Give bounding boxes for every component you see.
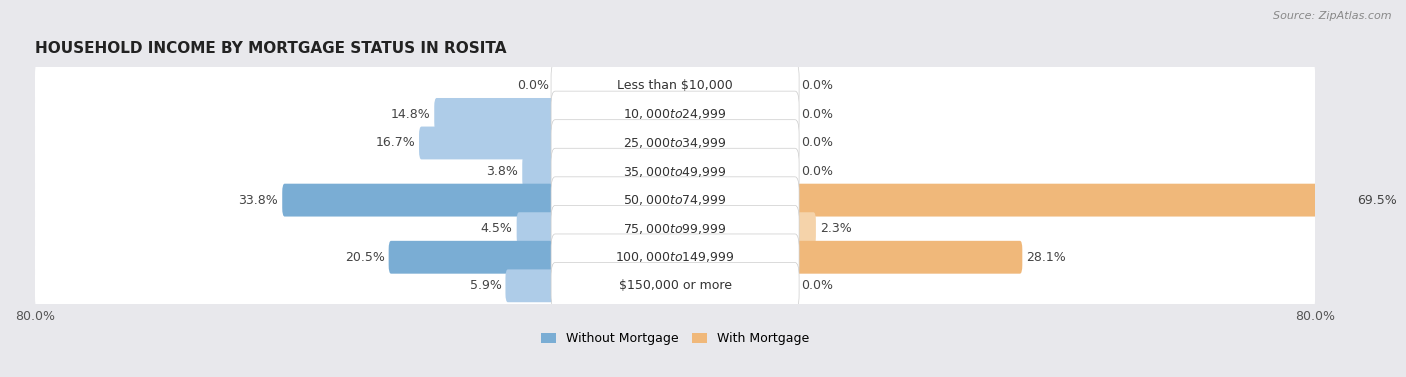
Text: 0.0%: 0.0%	[801, 165, 834, 178]
FancyBboxPatch shape	[793, 184, 1354, 216]
FancyBboxPatch shape	[35, 146, 1315, 197]
Text: 33.8%: 33.8%	[239, 194, 278, 207]
Legend: Without Mortgage, With Mortgage: Without Mortgage, With Mortgage	[537, 327, 814, 350]
FancyBboxPatch shape	[35, 175, 1315, 225]
FancyBboxPatch shape	[793, 212, 815, 245]
Text: 3.8%: 3.8%	[486, 165, 519, 178]
FancyBboxPatch shape	[551, 262, 799, 309]
FancyBboxPatch shape	[516, 212, 557, 245]
Text: 28.1%: 28.1%	[1026, 251, 1066, 264]
Text: 20.5%: 20.5%	[344, 251, 385, 264]
Text: 0.0%: 0.0%	[801, 279, 834, 292]
Text: 0.0%: 0.0%	[801, 136, 834, 150]
FancyBboxPatch shape	[793, 241, 1022, 274]
Text: $50,000 to $74,999: $50,000 to $74,999	[623, 193, 727, 207]
FancyBboxPatch shape	[522, 155, 557, 188]
FancyBboxPatch shape	[551, 91, 799, 138]
FancyBboxPatch shape	[35, 232, 1315, 283]
FancyBboxPatch shape	[419, 127, 557, 159]
FancyBboxPatch shape	[283, 184, 557, 216]
Text: $75,000 to $99,999: $75,000 to $99,999	[623, 222, 727, 236]
Text: 69.5%: 69.5%	[1358, 194, 1398, 207]
Text: $10,000 to $24,999: $10,000 to $24,999	[623, 107, 727, 121]
FancyBboxPatch shape	[551, 148, 799, 195]
Text: 4.5%: 4.5%	[481, 222, 513, 235]
Text: $150,000 or more: $150,000 or more	[619, 279, 731, 292]
Text: HOUSEHOLD INCOME BY MORTGAGE STATUS IN ROSITA: HOUSEHOLD INCOME BY MORTGAGE STATUS IN R…	[35, 41, 506, 57]
Text: 0.0%: 0.0%	[801, 108, 834, 121]
Text: Less than $10,000: Less than $10,000	[617, 79, 733, 92]
Text: 0.0%: 0.0%	[801, 79, 834, 92]
FancyBboxPatch shape	[35, 118, 1315, 169]
FancyBboxPatch shape	[551, 63, 799, 109]
FancyBboxPatch shape	[506, 270, 557, 302]
Text: $35,000 to $49,999: $35,000 to $49,999	[623, 164, 727, 179]
FancyBboxPatch shape	[434, 98, 557, 131]
Text: $25,000 to $34,999: $25,000 to $34,999	[623, 136, 727, 150]
FancyBboxPatch shape	[551, 120, 799, 166]
FancyBboxPatch shape	[35, 203, 1315, 254]
Text: Source: ZipAtlas.com: Source: ZipAtlas.com	[1274, 11, 1392, 21]
FancyBboxPatch shape	[388, 241, 557, 274]
FancyBboxPatch shape	[551, 177, 799, 224]
FancyBboxPatch shape	[35, 261, 1315, 311]
FancyBboxPatch shape	[35, 60, 1315, 111]
Text: 0.0%: 0.0%	[516, 79, 548, 92]
Text: 16.7%: 16.7%	[375, 136, 415, 150]
Text: 2.3%: 2.3%	[820, 222, 852, 235]
Text: 14.8%: 14.8%	[391, 108, 430, 121]
FancyBboxPatch shape	[35, 89, 1315, 140]
FancyBboxPatch shape	[551, 205, 799, 252]
Text: $100,000 to $149,999: $100,000 to $149,999	[616, 250, 735, 264]
Text: 5.9%: 5.9%	[470, 279, 502, 292]
FancyBboxPatch shape	[551, 234, 799, 280]
